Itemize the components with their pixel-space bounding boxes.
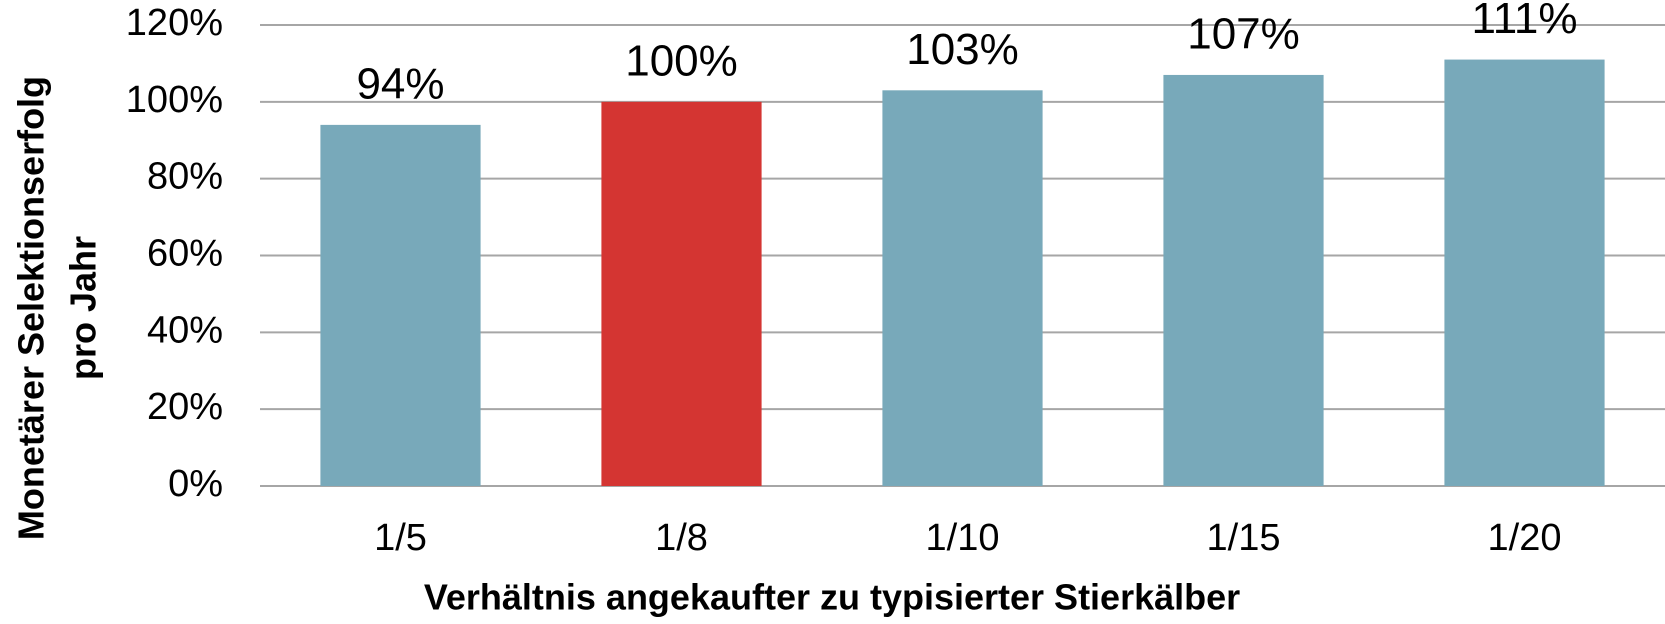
bar (1444, 59, 1605, 486)
y-tick-label: 100% (126, 79, 223, 121)
value-label: 107% (1187, 10, 1300, 59)
bar (320, 124, 481, 486)
bar (1163, 74, 1324, 487)
y-axis-title: Monetärer Selektionserfolg (11, 76, 52, 540)
y-tick-label: 40% (147, 309, 223, 351)
y-tick-label: 80% (147, 156, 223, 198)
y-tick-label: 60% (147, 233, 223, 275)
value-label: 100% (625, 36, 738, 85)
x-tick-label: 1/5 (374, 517, 427, 559)
x-tick-label: 1/20 (1488, 517, 1562, 559)
x-tick-label: 1/15 (1207, 517, 1281, 559)
y-tick-label: 0% (168, 463, 223, 505)
bar (882, 90, 1043, 486)
y-tick-label: 20% (147, 386, 223, 428)
value-label: 103% (906, 25, 1019, 74)
x-axis-title: Verhältnis angekaufter zu typisierter St… (424, 577, 1240, 618)
y-tick-label: 120% (126, 2, 223, 44)
y-axis-title: pro Jahr (63, 236, 104, 380)
value-label: 111% (1471, 0, 1577, 43)
bar (601, 101, 762, 486)
x-tick-label: 1/10 (926, 517, 1000, 559)
x-tick-label: 1/8 (655, 517, 708, 559)
value-label: 94% (356, 60, 444, 109)
